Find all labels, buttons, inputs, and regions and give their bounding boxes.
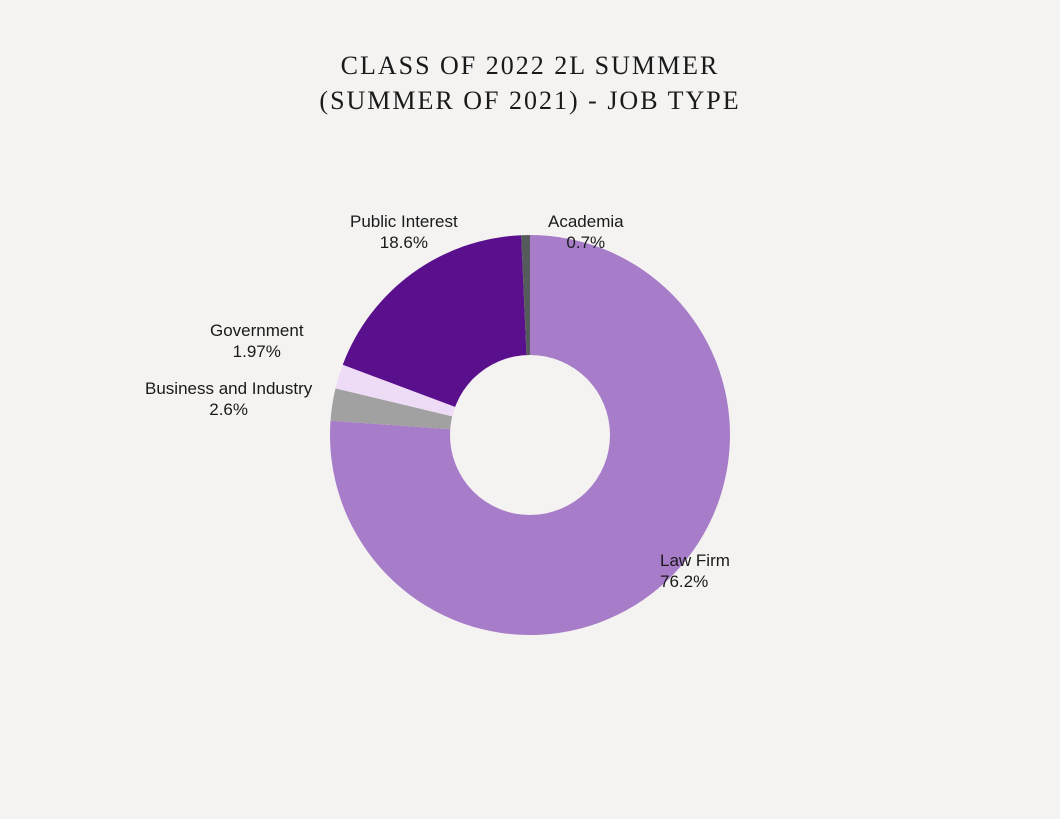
label-value: 2.6%: [209, 400, 248, 419]
slice-label-academia: Academia 0.7%: [548, 211, 624, 254]
chart-title: CLASS OF 2022 2L SUMMER (SUMMER OF 2021)…: [0, 48, 1060, 118]
label-value: 76.2%: [660, 572, 708, 591]
label-text: Business and Industry: [145, 379, 312, 398]
label-text: Government: [210, 321, 304, 340]
label-text: Academia: [548, 212, 624, 231]
title-line-2: (SUMMER OF 2021) - JOB TYPE: [319, 86, 740, 115]
label-text: Public Interest: [350, 212, 458, 231]
chart-container: CLASS OF 2022 2L SUMMER (SUMMER OF 2021)…: [0, 0, 1060, 819]
label-text: Law Firm: [660, 551, 730, 570]
slice-label-business-industry: Business and Industry 2.6%: [145, 378, 312, 421]
donut-hole: [450, 355, 610, 515]
slice-label-government: Government 1.97%: [210, 320, 304, 363]
slice-label-law-firm: Law Firm 76.2%: [660, 550, 730, 593]
label-value: 18.6%: [380, 233, 428, 252]
slice-label-public-interest: Public Interest 18.6%: [350, 211, 458, 254]
title-line-1: CLASS OF 2022 2L SUMMER: [341, 51, 720, 80]
label-value: 1.97%: [233, 342, 281, 361]
label-value: 0.7%: [566, 233, 605, 252]
